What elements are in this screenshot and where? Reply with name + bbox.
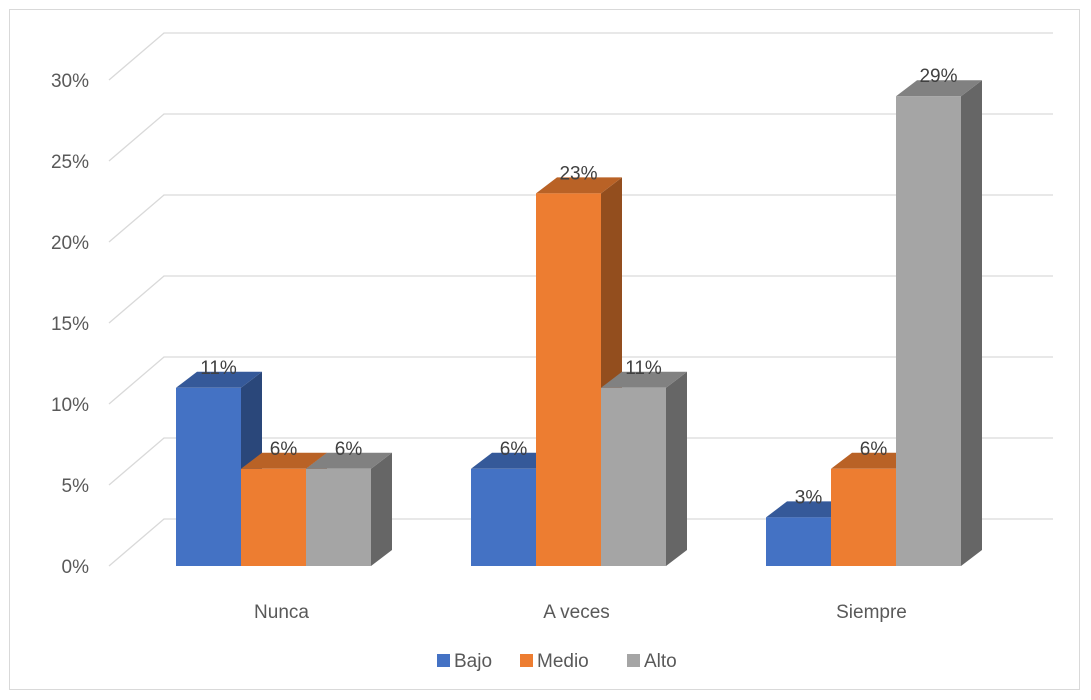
bar-top	[831, 452, 917, 469]
gridlines	[108, 32, 1053, 567]
bar-front	[896, 96, 961, 566]
legend-label: Bajo	[454, 651, 492, 672]
legend-swatch	[627, 654, 640, 667]
category-label: Siempre	[836, 602, 907, 623]
data-label: 6%	[270, 439, 298, 460]
bar-alto-nunca	[306, 452, 392, 566]
bar-front	[176, 387, 241, 566]
y-tick-label: 5%	[62, 476, 90, 497]
bar-top	[766, 501, 852, 518]
bar-top	[241, 452, 327, 469]
data-label: 3%	[795, 487, 823, 508]
gridline	[108, 518, 1053, 567]
gridline	[108, 275, 1053, 324]
legend: Bajo Medio Alto	[437, 651, 677, 672]
category-label: Nunca	[254, 602, 309, 623]
bar-front	[601, 387, 666, 566]
bar-top	[176, 371, 262, 388]
y-tick-label: 20%	[51, 233, 89, 254]
data-labels: 11% 6% 6% 6% 23% 11% 3% 6% 29%	[200, 66, 957, 508]
x-axis-categories: Nunca A veces Siempre	[254, 602, 907, 623]
bar-front	[831, 468, 896, 566]
y-tick-label: 30%	[51, 71, 89, 92]
legend-label: Medio	[537, 651, 589, 672]
gridline	[108, 113, 1053, 162]
chart-svg: 0% 5% 10% 15% 20% 25% 30% 11% 6% 6% 6% 23% 11% 3% 6% 2…	[51, 32, 1053, 672]
y-tick-label: 15%	[51, 314, 89, 335]
bar-top	[471, 452, 557, 469]
gridline	[108, 356, 1053, 405]
y-tick-label: 25%	[51, 152, 89, 173]
data-label: 6%	[335, 439, 363, 460]
gridline	[108, 32, 1053, 81]
legend-item-alto: Alto	[627, 651, 677, 672]
bar-side	[666, 371, 687, 566]
data-label: 6%	[500, 439, 528, 460]
bar-front	[241, 468, 306, 566]
y-axis-ticks: 0% 5% 10% 15% 20% 25% 30%	[51, 71, 89, 578]
legend-label: Alto	[644, 651, 677, 672]
bar-front	[536, 193, 601, 566]
data-label: 6%	[860, 439, 888, 460]
data-label: 23%	[559, 163, 597, 184]
bar-front	[471, 468, 536, 566]
bar-alto-siempre	[896, 80, 982, 566]
gridline	[108, 194, 1053, 243]
bar-front	[306, 468, 371, 566]
category-label: A veces	[543, 602, 610, 623]
bar-top	[601, 371, 687, 388]
legend-swatch	[520, 654, 533, 667]
legend-item-bajo: Bajo	[437, 651, 492, 672]
chart-frame: 0% 5% 10% 15% 20% 25% 30% 11% 6% 6% 6% 23% 11% 3% 6% 2…	[9, 9, 1080, 690]
bar-top	[536, 177, 622, 194]
data-label: 11%	[200, 358, 237, 379]
data-label: 11%	[625, 358, 662, 379]
bars	[176, 80, 982, 566]
data-label: 29%	[919, 66, 957, 87]
bar-front	[766, 517, 831, 566]
bar-top	[306, 452, 392, 469]
bar-side	[371, 452, 392, 566]
gridline	[108, 437, 1053, 486]
bar-side	[961, 80, 982, 566]
legend-swatch	[437, 654, 450, 667]
bar-alto-a-veces	[601, 371, 687, 566]
bar-top	[896, 80, 982, 97]
y-tick-label: 0%	[62, 557, 90, 578]
bar-medio-siempre	[831, 452, 917, 566]
y-tick-label: 10%	[51, 395, 89, 416]
legend-item-medio: Medio	[520, 651, 589, 672]
